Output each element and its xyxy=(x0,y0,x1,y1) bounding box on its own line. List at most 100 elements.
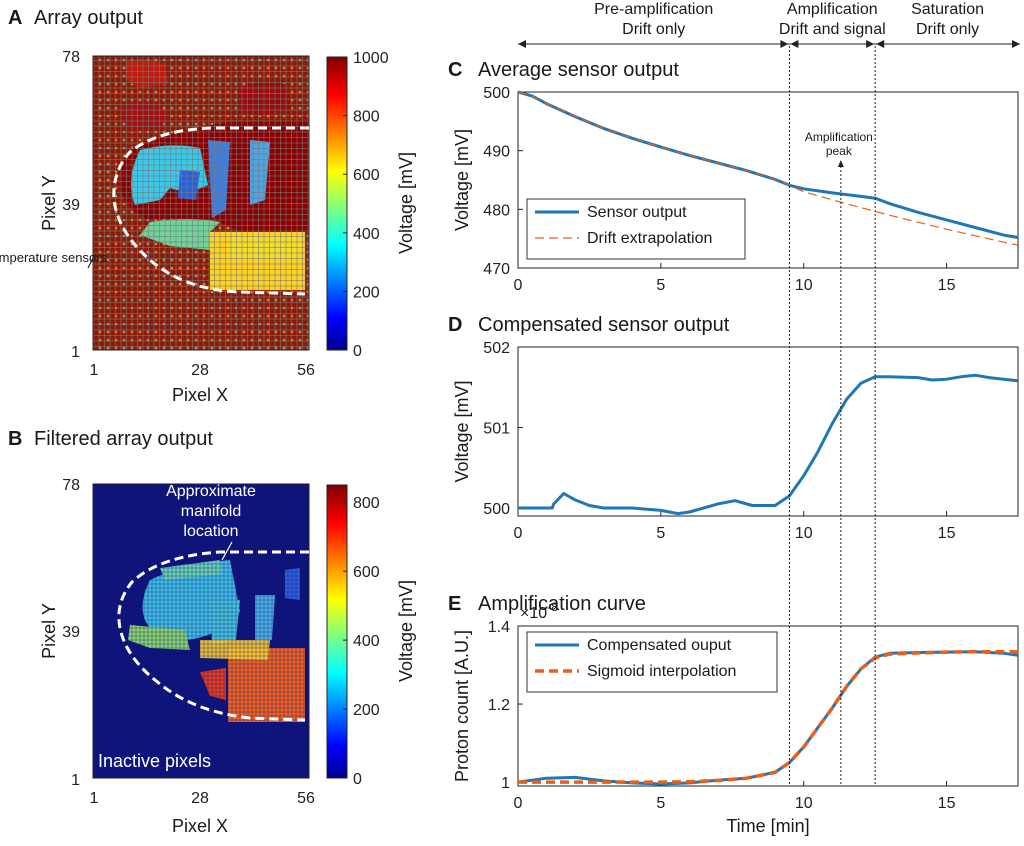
x-tick-label: 5 xyxy=(656,277,665,294)
manifold-label-line: Approximate xyxy=(166,483,256,500)
phase-title: Amplification xyxy=(787,1,878,18)
y-tick-top-b: 78 xyxy=(62,477,80,494)
phase-header: Pre-amplification Drift only Amplification… xyxy=(518,1,1020,48)
y-axis-label: Voltage [mV] xyxy=(452,380,472,482)
y-tick-mid: 39 xyxy=(62,197,80,214)
legend: Compensated ouput Sigmoid interpolation xyxy=(526,631,778,693)
y-tick-mid-b: 39 xyxy=(62,624,80,641)
x-tick-left-b: 1 xyxy=(90,790,99,807)
colorbar-tick-label: 800 xyxy=(353,109,380,126)
x-tick-label: 5 xyxy=(656,795,665,812)
y-tick-label: 500 xyxy=(483,501,510,518)
x-tick-label: 0 xyxy=(514,795,523,812)
amplification-peak-label: peak xyxy=(826,144,853,158)
colorbar-b-ticks: 800 600 400 200 0 xyxy=(343,495,380,788)
colorbar-a-label: Voltage [mV] xyxy=(396,152,416,254)
y-tick-label: 1.4 xyxy=(488,619,510,636)
legend: Sensor output Drift extrapolation xyxy=(526,198,746,260)
y-axis-label-a: Pixel Y xyxy=(39,175,59,231)
colorbar-tick-label: 200 xyxy=(353,284,380,301)
plot-area xyxy=(517,346,1019,517)
colorbar-a-ticks: 1000 800 600 400 200 0 xyxy=(343,50,389,360)
plot-area xyxy=(517,625,1019,787)
colorbar-a xyxy=(326,56,348,351)
x-tick-label: 10 xyxy=(795,277,813,294)
legend-label: Compensated ouput xyxy=(587,637,732,654)
panel-title: Compensated sensor output xyxy=(478,314,730,336)
phase-title: Pre-amplification xyxy=(594,1,713,18)
y-tick-label: 1 xyxy=(501,775,510,792)
x-tick-label: 15 xyxy=(938,795,956,812)
amplification-peak-label: Amplification xyxy=(805,130,873,144)
y-tick-label: 1.2 xyxy=(488,697,510,714)
temperature-sensors-label: Temperature sensors xyxy=(0,250,108,265)
colorbar-tick-label: 600 xyxy=(353,167,380,184)
temperature-sensors-annotation: Temperature sensors xyxy=(0,250,108,269)
x-tick-label: 15 xyxy=(938,277,956,294)
x-tick-mid: 28 xyxy=(191,362,209,379)
series-line xyxy=(518,91,1019,246)
y-axis-label: Proton count [A.U.] xyxy=(452,630,472,782)
colorbar-tick-label: 400 xyxy=(353,633,380,650)
series-line xyxy=(518,650,1018,784)
inactive-pixels-label: Inactive pixels xyxy=(98,751,211,771)
colorbar-tick-label: 200 xyxy=(353,702,380,719)
phase-title: Saturation xyxy=(911,1,984,18)
panel-a-letter: A xyxy=(8,7,22,29)
manifold-label: Approximate manifold location xyxy=(166,483,256,561)
x-axis-label: Time [min] xyxy=(726,816,809,836)
panel-b-title: Filtered array output xyxy=(34,428,213,450)
panel-b: B Filtered array output Approximate manif… xyxy=(8,428,416,836)
panel-title: Average sensor output xyxy=(478,59,679,81)
colorbar-tick-label: 800 xyxy=(353,495,380,512)
phase-subtitle: Drift only xyxy=(916,21,979,38)
panel-d: D Compensated sensor output 0 5 10 15 500 501 50… xyxy=(448,314,1019,542)
x-tick-right-b: 56 xyxy=(297,790,315,807)
series-line xyxy=(518,373,1019,516)
x-tick-label: 0 xyxy=(514,277,523,294)
y-tick-top: 78 xyxy=(62,49,80,66)
y-tick-label: 490 xyxy=(483,144,510,161)
phase-subtitle: Drift only xyxy=(622,21,685,38)
panel-letter: C xyxy=(448,59,462,81)
x-tick-label: 0 xyxy=(514,525,523,542)
x-tick-label: 5 xyxy=(656,525,665,542)
phase-subtitle: Drift and signal xyxy=(779,21,886,38)
colorbar-b-label: Voltage [mV] xyxy=(396,580,416,682)
x-axis-label-a: Pixel X xyxy=(172,385,228,405)
y-axis-label: Voltage [mV] xyxy=(452,129,472,231)
panel-a-title: Array output xyxy=(34,7,143,29)
panel-a: A Array output 78 39 1 1 28 56 xyxy=(0,7,416,405)
colorbar-tick-label: 0 xyxy=(353,343,362,360)
panel-c: C Average sensor output 0 5 10 15 470 480 490 500… xyxy=(448,59,1019,294)
x-tick-label: 15 xyxy=(938,525,956,542)
y-tick-label: 502 xyxy=(483,340,510,357)
manifold-label-line: manifold xyxy=(181,503,241,520)
y-tick-label: 470 xyxy=(483,261,510,278)
y-tick-label: 480 xyxy=(483,202,510,219)
y-tick-label: 501 xyxy=(483,420,510,437)
manifold-outline-b xyxy=(117,550,309,722)
legend-label: Sensor output xyxy=(587,204,687,221)
manifold-label-line: location xyxy=(183,523,238,540)
colorbar-b xyxy=(326,484,348,779)
x-tick-right: 56 xyxy=(297,362,315,379)
legend-box xyxy=(526,631,778,693)
colorbar-tick-label: 400 xyxy=(353,226,380,243)
heatmap-a-frame xyxy=(92,55,310,351)
heatmap-b-frame xyxy=(92,483,310,779)
panel-title: Amplification curve xyxy=(478,593,646,615)
legend-label: Drift extrapolation xyxy=(587,230,712,247)
colorbar-tick-label: 0 xyxy=(353,771,362,788)
y-tick-label: 500 xyxy=(483,85,510,102)
y-axis-label-b: Pixel Y xyxy=(39,603,59,659)
heatmap-b xyxy=(93,484,309,778)
x-tick-label: 10 xyxy=(795,525,813,542)
panel-b-letter: B xyxy=(8,428,22,450)
colorbar-tick-label: 1000 xyxy=(353,50,389,67)
x-tick-mid-b: 28 xyxy=(191,790,209,807)
y-tick-bottom-b: 1 xyxy=(71,772,80,789)
legend-box xyxy=(526,198,746,260)
